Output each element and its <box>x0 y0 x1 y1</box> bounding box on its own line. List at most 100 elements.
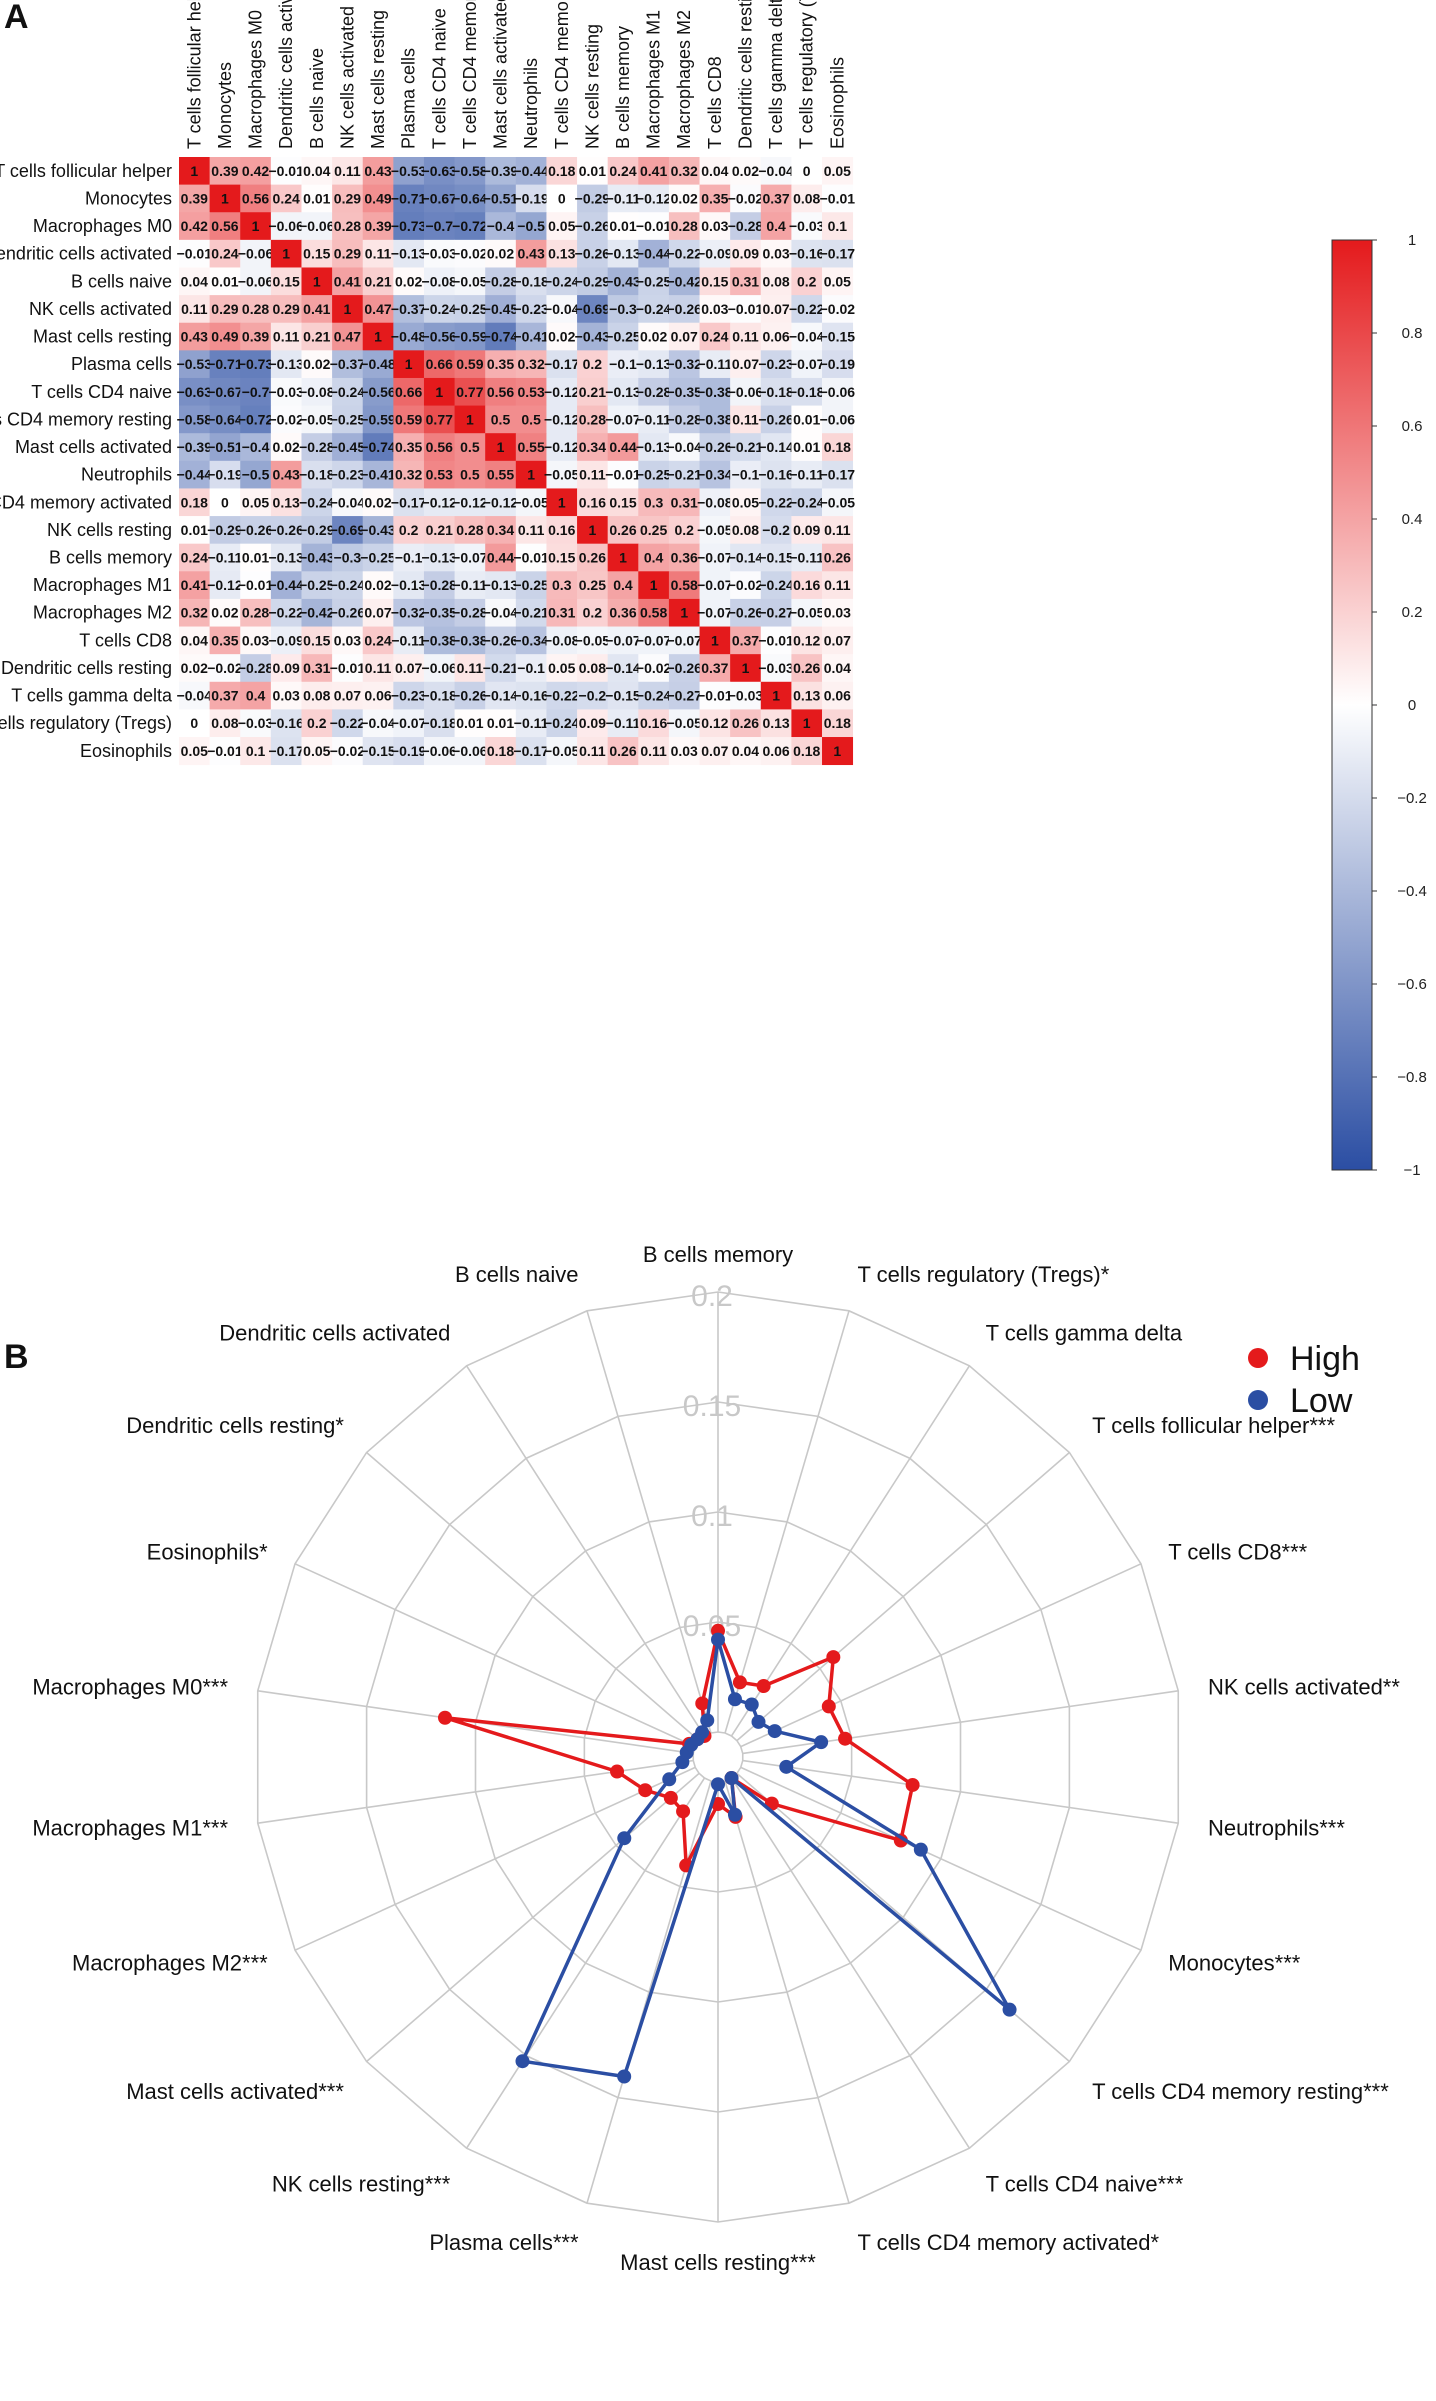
radar-spoke <box>736 1772 1070 2063</box>
heatmap-cell-value: −0.25 <box>299 577 335 593</box>
heatmap-cell <box>485 377 517 406</box>
heatmap-column-label: T cells CD8 <box>705 56 725 149</box>
heatmap-cell <box>791 157 823 186</box>
heatmap-cell-value: 0.07 <box>701 743 728 759</box>
heatmap-cell-value: −0.22 <box>330 715 366 731</box>
heatmap-cell-value: −0.17 <box>391 494 427 510</box>
heatmap-cell <box>791 267 823 296</box>
heatmap-cell <box>791 239 823 268</box>
heatmap-cell <box>577 543 609 572</box>
heatmap-cell <box>607 654 639 683</box>
heatmap-cell <box>332 157 364 186</box>
heatmap-cell <box>209 598 241 627</box>
heatmap-cell-value: 0.11 <box>518 522 545 538</box>
heatmap-cell <box>699 350 731 379</box>
heatmap-cell-value: −0.05 <box>667 715 703 731</box>
colorbar-tick-label: −0.8 <box>1397 1069 1427 1086</box>
heatmap-cell <box>515 460 547 489</box>
heatmap-cell <box>240 184 272 213</box>
heatmap-column-label: T cells CD4 memory activated <box>552 0 572 149</box>
heatmap-cell-value: 0.24 <box>181 549 208 565</box>
radar-axis-label: Monocytes*** <box>1168 1951 1301 1976</box>
heatmap-cell-value: 0.28 <box>671 218 698 234</box>
heatmap-cell <box>699 295 731 324</box>
heatmap-cell-value: −0.16 <box>758 467 794 483</box>
heatmap-cell <box>822 737 854 766</box>
heatmap-cell-value: −0.45 <box>483 301 519 317</box>
heatmap-cell <box>393 737 425 766</box>
heatmap-cell-value: 0.3 <box>644 494 664 510</box>
radar-axis-label: T cells CD8*** <box>1168 1539 1307 1564</box>
heatmap-cell <box>822 405 854 434</box>
heatmap-cell <box>454 212 486 241</box>
heatmap-cell <box>393 350 425 379</box>
heatmap-cell-value: −0.19 <box>391 743 427 759</box>
radar-point-low <box>727 1807 742 1822</box>
heatmap-cell <box>699 267 731 296</box>
heatmap-cell <box>730 295 762 324</box>
heatmap-cell-value: −0.34 <box>697 467 733 483</box>
heatmap-cell <box>607 681 639 710</box>
heatmap-cell <box>730 322 762 351</box>
heatmap-cell <box>760 295 792 324</box>
heatmap-cell <box>240 709 272 738</box>
radar-axis-label: Plasma cells*** <box>429 2230 579 2255</box>
heatmap-cell-value: −0.63 <box>422 163 458 179</box>
heatmap-cell <box>791 184 823 213</box>
heatmap-cell <box>393 377 425 406</box>
heatmap-cell <box>423 267 455 296</box>
heatmap-cell-value: −0.3 <box>609 301 637 317</box>
legend-marker-high <box>1248 1348 1268 1368</box>
heatmap-cell-value: −0.25 <box>452 301 488 317</box>
radar-axis-label: Dendritic cells activated <box>219 1321 450 1346</box>
heatmap-row-label: Macrophages M1 <box>33 575 172 595</box>
radar-tick-label: 0.2 <box>691 1280 733 1313</box>
heatmap-cell-value: −0.15 <box>820 329 856 345</box>
heatmap-cell-value: 0.15 <box>273 273 300 289</box>
heatmap-cell <box>822 543 854 572</box>
heatmap-cell-value: 0.41 <box>181 577 208 593</box>
heatmap-cell <box>393 626 425 655</box>
heatmap-cell <box>515 598 547 627</box>
heatmap-cell <box>822 709 854 738</box>
heatmap-cell-value: −0.2 <box>579 688 607 704</box>
heatmap-cell <box>270 295 302 324</box>
heatmap-cell-value: −0.01 <box>268 163 304 179</box>
heatmap-cell <box>240 460 272 489</box>
heatmap-cell <box>362 267 394 296</box>
heatmap-cell-value: −0.41 <box>513 329 549 345</box>
heatmap-cell <box>240 737 272 766</box>
heatmap-cell-value: −0.04 <box>789 329 825 345</box>
heatmap-cell-value: −0.44 <box>268 577 304 593</box>
heatmap-cell-value: −0.14 <box>605 660 641 676</box>
heatmap-cell-value: −0.37 <box>330 356 366 372</box>
heatmap-cell-value: 0.4 <box>766 218 786 234</box>
heatmap-cell <box>515 295 547 324</box>
heatmap-cell-value: 0.3 <box>552 577 572 593</box>
heatmap-cell <box>822 488 854 517</box>
heatmap-cell <box>699 543 731 572</box>
colorbar-gradient <box>1331 239 1373 1171</box>
heatmap-cell <box>240 516 272 545</box>
heatmap-cell <box>822 433 854 462</box>
heatmap-cell <box>822 157 854 186</box>
heatmap-cell <box>270 239 302 268</box>
heatmap-cell-value: 0.11 <box>334 163 361 179</box>
heatmap-cell <box>638 488 670 517</box>
heatmap-cell <box>730 737 762 766</box>
heatmap-cell-value: −0.08 <box>544 632 580 648</box>
heatmap-cell <box>791 295 823 324</box>
heatmap-cell <box>209 571 241 600</box>
heatmap-cell-value: 0.25 <box>640 522 667 538</box>
heatmap-cell-value: 0.11 <box>365 246 392 262</box>
heatmap-cell-value: −0.28 <box>238 660 274 676</box>
heatmap-cell <box>270 350 302 379</box>
heatmap-cell-value: −0.06 <box>422 743 458 759</box>
heatmap-cell <box>393 598 425 627</box>
heatmap-cell <box>638 654 670 683</box>
heatmap-cell-value: −0.7 <box>242 384 270 400</box>
heatmap-cell <box>699 212 731 241</box>
heatmap-cell-value: −0.14 <box>728 549 764 565</box>
heatmap-cell-value: 1 <box>374 329 382 345</box>
heatmap-cell <box>760 433 792 462</box>
